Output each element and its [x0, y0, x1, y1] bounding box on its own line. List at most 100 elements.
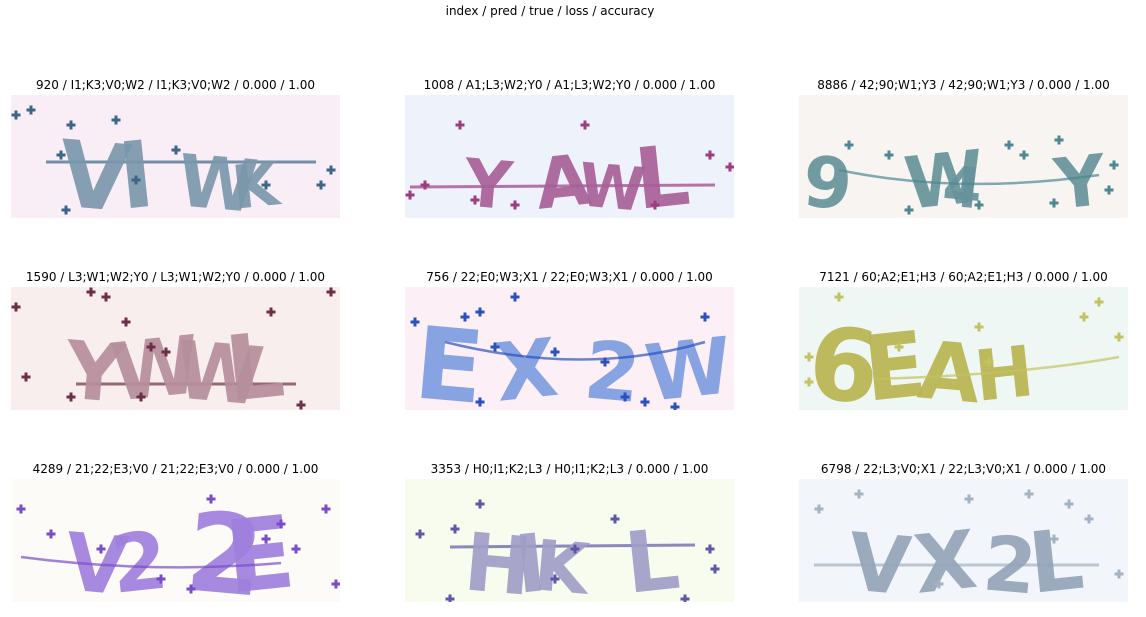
noise-dot [1019, 150, 1029, 160]
noise-dot [206, 494, 216, 504]
captcha-background [405, 479, 734, 602]
noise-dot [1079, 312, 1089, 322]
captcha-svg: 9 W4 Y [799, 95, 1128, 218]
noise-dot [21, 372, 31, 382]
noise-dot [1114, 332, 1124, 342]
noise-dot [705, 150, 715, 160]
noise-dot [610, 514, 620, 524]
captcha-glyphs: 9 W4 Y [800, 134, 1111, 218]
noise-dot [510, 200, 520, 210]
noise-dot [156, 574, 166, 584]
noise-dot [131, 175, 141, 185]
noise-dot [171, 145, 181, 155]
noise-dot [331, 579, 340, 589]
noise-dot [974, 322, 984, 332]
noise-dot [415, 529, 425, 539]
noise-dot [11, 302, 21, 312]
captcha-glyph: Y [460, 144, 517, 218]
captcha-glyph: A [532, 139, 594, 218]
noise-dot [1049, 534, 1059, 544]
noise-line [449, 543, 696, 549]
captcha-glyphs: E X 2W [410, 304, 734, 410]
noise-dot [186, 584, 196, 594]
noise-dot [146, 342, 156, 352]
noise-dot [1114, 569, 1124, 579]
noise-dot [475, 499, 485, 509]
noise-dot [16, 504, 26, 514]
captcha-glyphs: Y AWL [460, 126, 694, 218]
captcha-background [11, 287, 340, 410]
captcha-glyph: L [1024, 510, 1087, 602]
captcha-svg: HIK L [405, 479, 734, 602]
noise-dot [316, 180, 326, 190]
noise-dot [904, 205, 914, 215]
noise-dot [56, 150, 66, 160]
noise-dot [101, 292, 111, 302]
captcha-glyph: V [845, 515, 915, 602]
captcha-glyph: E [220, 493, 300, 602]
captcha-glyphs: VI WK [54, 120, 284, 218]
noise-curve [20, 555, 282, 569]
figure-suptitle: index / pred / true / loss / accuracy [445, 4, 655, 18]
captcha-glyph: K [229, 149, 285, 218]
captcha-glyph: W [172, 323, 268, 410]
captcha-background [799, 479, 1128, 602]
sample-title: 3353 / H0;I1;K2;L3 / H0;I1;K2;L3 / 0.000… [430, 462, 709, 476]
noise-dot [1054, 135, 1064, 145]
noise-curve [838, 168, 1100, 186]
noise-dot [550, 574, 560, 584]
captcha-svg: VI WK [11, 95, 340, 218]
noise-curve [444, 340, 706, 361]
noise-dot [266, 307, 276, 317]
noise-dot [86, 287, 96, 297]
noise-dot [410, 317, 420, 327]
sample-title: 1008 / A1;L3;W2;Y0 / A1;L3;W2;Y0 / 0.000… [423, 78, 716, 92]
captcha-glyph: X [910, 513, 981, 602]
captcha-background [405, 95, 734, 218]
noise-dot [66, 392, 76, 402]
captcha-glyph: W [900, 134, 988, 218]
noise-dot [1064, 499, 1074, 509]
captcha-glyph: X [491, 321, 562, 410]
noise-dot [1004, 140, 1014, 150]
noise-curve [873, 355, 1120, 381]
noise-dot [600, 357, 610, 367]
noise-dot [66, 120, 76, 130]
noise-dot [1049, 198, 1059, 208]
captcha-background [799, 287, 1128, 410]
noise-dot [161, 347, 171, 357]
noise-dot [844, 140, 854, 150]
captcha-glyph: L [630, 126, 693, 218]
captcha-glyph: 2 [581, 323, 645, 410]
captcha-glyph: K [531, 524, 595, 602]
captcha-glyphs: V2 2E [62, 488, 300, 602]
noise-line [409, 183, 716, 189]
sample-title: 756 / 22;E0;W3;X1 / 22;E0;W3;X1 / 0.000 … [426, 270, 713, 284]
captcha-glyph: 2 [980, 518, 1040, 602]
captcha-glyph: 2 [181, 488, 268, 602]
captcha-glyph: L [620, 510, 683, 602]
noise-dot [291, 544, 301, 554]
sample-title: 8886 / 42;90;W1;Y3 / 42;90;W1;Y3 / 0.000… [817, 78, 1110, 92]
noise-dot [964, 494, 974, 504]
captcha-glyphs: HIK L [461, 510, 684, 602]
noise-dot [121, 317, 131, 327]
noise-dot [46, 529, 56, 539]
noise-dot [276, 519, 286, 529]
captcha-background [11, 479, 340, 602]
captcha-background [11, 95, 340, 218]
captcha-glyph: 6 [804, 304, 884, 410]
noise-dot [450, 524, 460, 534]
captcha-svg: V2 2E [11, 479, 340, 602]
noise-dot [670, 402, 680, 410]
noise-dot [700, 312, 710, 322]
sample-title: 1590 / L3;W1;W2;Y0 / L3;W1;W2;Y0 / 0.000… [25, 270, 326, 284]
noise-dot [510, 292, 520, 302]
noise-dot [640, 397, 650, 407]
noise-dot [620, 392, 630, 402]
